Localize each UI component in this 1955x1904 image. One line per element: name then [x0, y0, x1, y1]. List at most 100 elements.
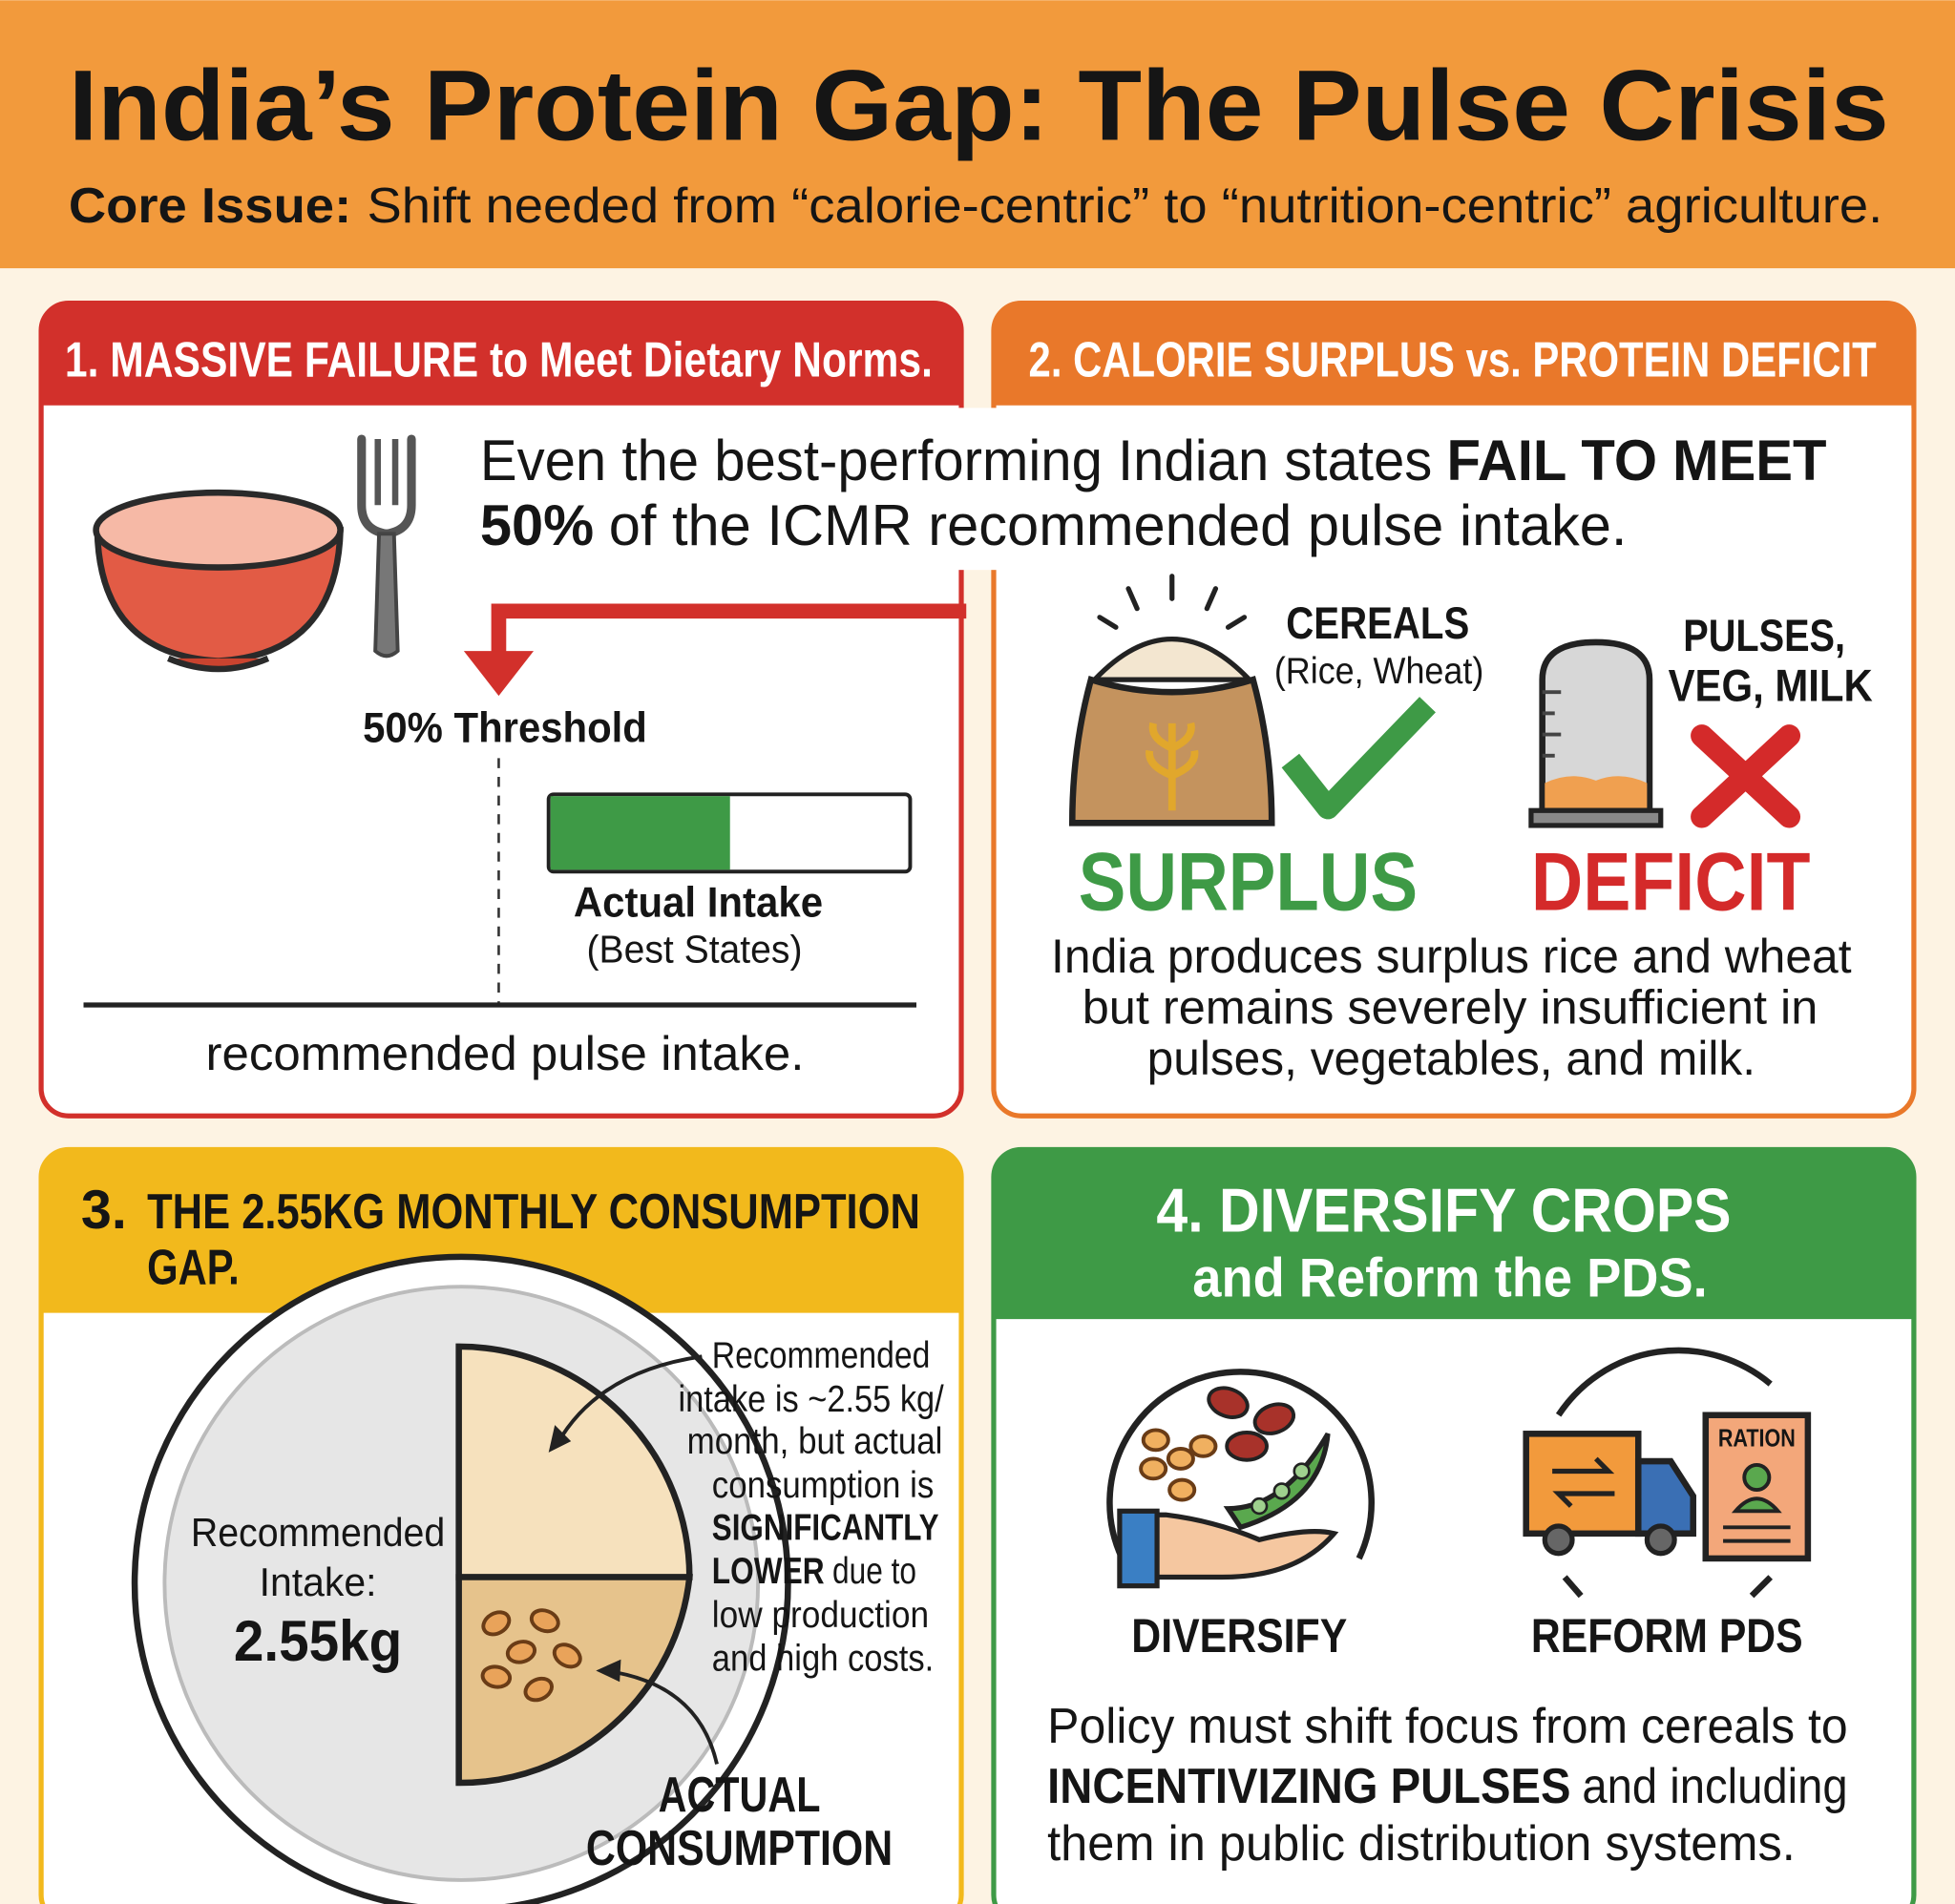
statement-bold: FAIL TO MEET [1447, 429, 1827, 492]
cereals-label: CEREALS [1286, 597, 1469, 648]
panel-footer: recommended pulse intake. [206, 1027, 805, 1080]
plate-label: Recommended [191, 1510, 445, 1555]
sack-icon-part-part [1125, 586, 1140, 612]
plate-icon-part [455, 1574, 693, 1787]
reform-icon [1523, 1347, 1812, 1599]
reform-icon-part [1542, 1523, 1575, 1557]
diversify-icon-part-part [1166, 1447, 1195, 1471]
jar-icon-part [1539, 638, 1653, 814]
reform-icon-part [1562, 1575, 1774, 1599]
reform-icon-part [1555, 1347, 1773, 1417]
diversify-icon-part-part [1225, 1431, 1269, 1462]
reform-label: REFORM PDS [1531, 1609, 1803, 1663]
deficit-label: DEFICIT [1531, 837, 1811, 929]
note-line: SIGNIFICANTLY [712, 1507, 939, 1548]
header-band [0, 0, 1955, 269]
statement-text: of the ICMR recommended pulse intake. [609, 493, 1628, 557]
sack-icon-part-part [1225, 615, 1248, 630]
bowl-icon-part [93, 489, 344, 571]
note: Recommended intake is ~2.55 kg/ month, b… [679, 1335, 944, 1679]
actual-arrow-head [596, 1659, 621, 1683]
surplus-label: SURPLUS [1079, 837, 1418, 929]
diversify-icon [1106, 1369, 1375, 1589]
bowl-icon [93, 489, 344, 673]
plate-icon-part-part [505, 1640, 537, 1664]
note-line: intake is ~2.55 kg/ [679, 1379, 944, 1420]
plate-icon-part [480, 1608, 582, 1703]
check-icon [1281, 697, 1436, 820]
diversify-icon-part-part [1293, 1462, 1311, 1480]
diversify-icon-part-part [1139, 1456, 1168, 1481]
diversify-icon-part-part [1188, 1433, 1218, 1458]
panel-text-bold: INCENTIVIZING PULSES [1047, 1759, 1570, 1814]
pulses-label: PULSES, [1683, 610, 1845, 660]
sack-icon-part [1146, 722, 1199, 811]
actual-arrow [604, 1668, 719, 1765]
diversify-icon-part-part [1252, 1402, 1296, 1435]
reform-icon-part [1644, 1523, 1677, 1557]
cross-icon [1691, 724, 1801, 828]
jar-icon-part [1528, 807, 1664, 828]
note-arrow-head [548, 1425, 572, 1453]
diversify-icon-part-part [1251, 1496, 1269, 1516]
threshold-arrow [491, 603, 967, 659]
statement-bold: 50% [480, 493, 594, 557]
note-text: due to [832, 1551, 916, 1592]
plate-icon-part-part [529, 1608, 560, 1634]
panel-4: 4. DIVERSIFY CROPS and Reform the PDS. [991, 1146, 1917, 1904]
reform-icon-part [1702, 1412, 1812, 1562]
sack-icon-part-part [1097, 615, 1119, 630]
actual-label: CONSUMPTION [586, 1821, 893, 1876]
statement-box [454, 408, 1912, 571]
sack-icon-part-part [1204, 586, 1219, 612]
panel-text: pulses, vegetables, and milk. [1147, 1032, 1755, 1085]
fork-icon-part [373, 532, 400, 659]
reform-icon-part [1731, 1496, 1782, 1514]
statement-text: Even the best-performing Indian states [480, 429, 1432, 492]
intake-bar-fill [550, 796, 730, 870]
panel-heading: GAP. [147, 1241, 240, 1296]
panel-number: 3. [81, 1180, 127, 1241]
jar-icon-part [1545, 776, 1648, 808]
plate-icon-part-part [480, 1664, 513, 1689]
note-arrow [556, 1354, 703, 1445]
plate-value: 2.55kg [234, 1609, 402, 1673]
panel-header [993, 303, 1914, 406]
sack-icon [1068, 574, 1275, 826]
ration-label: RATION [1718, 1423, 1796, 1452]
actual-sublabel: (Best States) [587, 928, 803, 972]
cereals-sublabel: (Rice, Wheat) [1274, 651, 1483, 692]
note-line: month, but actual [687, 1421, 943, 1462]
reform-icon-part [1523, 1431, 1642, 1538]
diversify-icon-part [1251, 1462, 1311, 1516]
panel-text: but remains severely insufficient in [1083, 981, 1818, 1035]
jar-icon [1528, 638, 1664, 828]
note-line: and high costs. [712, 1638, 934, 1679]
jar-icon-part [1542, 690, 1562, 758]
diversify-icon-part [1119, 1512, 1339, 1580]
pulses-label: VEG, MILK [1669, 659, 1873, 710]
diversify-icon-part [1117, 1508, 1160, 1589]
panel-heading: and Reform the PDS. [1192, 1248, 1707, 1309]
sack-icon-part [1097, 574, 1248, 630]
panel-header [41, 303, 962, 406]
panel-3: 3. THE 2.55KG MONTHLY CONSUMPTION GAP. R… [38, 1146, 964, 1904]
panel-text: Policy must shift focus from cereals to [1047, 1699, 1848, 1754]
diversify-icon-part [1207, 1386, 1296, 1462]
panel-text: them in public distribution systems. [1047, 1816, 1796, 1872]
panel-1: 1. MASSIVE FAILURE to Meet Dietary Norms… [38, 301, 967, 1119]
plate-icon-part-part [481, 1610, 512, 1637]
note-line: low production [712, 1595, 929, 1636]
statement: Even the best-performing Indian statesFA… [454, 408, 1912, 571]
sack-icon-part [1088, 637, 1255, 682]
note-line: consumption is [712, 1465, 934, 1506]
panel-text: India produces surplus rice and wheat [1051, 930, 1852, 983]
note-line: Recommended [712, 1335, 931, 1376]
plate-icon [131, 1253, 791, 1904]
threshold-arrow-head [463, 651, 535, 697]
panel-header [41, 1149, 962, 1313]
diversify-icon-part [1106, 1369, 1375, 1560]
note-bold: LOWER [712, 1551, 825, 1592]
diversify-icon-part-part [1272, 1482, 1291, 1500]
